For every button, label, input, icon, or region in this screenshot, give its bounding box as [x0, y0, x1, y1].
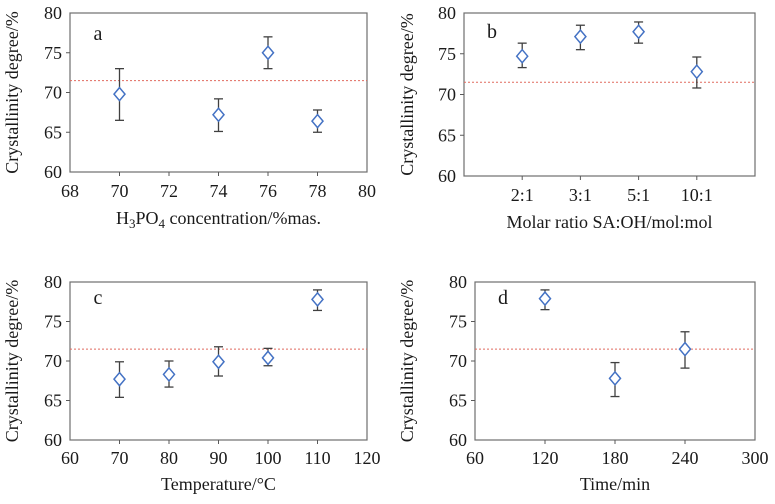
x-tick-label: 120 [532, 448, 559, 468]
y-tick-label: 75 [438, 44, 456, 64]
x-axis-title: Time/min [580, 474, 650, 494]
x-tick-label: 70 [111, 181, 129, 201]
data-point-marker [632, 24, 646, 40]
panel-b: 60 65 70 75 80 2:1 3:1 5:1 10:1 b Crystallinity de… [387, 0, 775, 250]
y-tick-label: 70 [449, 351, 467, 371]
panel-letter: d [498, 287, 508, 309]
panel-c: 60 65 70 75 80 60 70 80 90 100 110 120 c Crystallinit… [0, 250, 387, 504]
y-tick-label: 65 [449, 391, 467, 411]
x-tick-label: 72 [160, 181, 178, 201]
x-tick-label: 60 [466, 448, 484, 468]
x-tick-label: 180 [602, 448, 629, 468]
data-point-marker [212, 354, 225, 370]
x-tick-label: 10:1 [681, 185, 713, 205]
y-tick-label: 60 [44, 430, 62, 450]
y-tick-label: 60 [449, 430, 467, 450]
y-tick-label: 65 [44, 122, 62, 142]
x-tick-label: 2:1 [511, 185, 534, 205]
data-point-marker [113, 371, 126, 387]
y-tick-label: 65 [44, 391, 62, 411]
y-tick-label: 65 [438, 125, 456, 145]
y-tick-label: 75 [44, 43, 62, 63]
x-tick-label: 120 [354, 448, 381, 468]
y-tick-label: 75 [449, 312, 467, 332]
x-tick-label: 100 [255, 448, 282, 468]
panel-letter: c [94, 287, 103, 309]
data-point-marker [538, 290, 552, 307]
y-tick-label: 70 [438, 85, 456, 105]
x-tick-label: 74 [210, 181, 228, 201]
x-tick-label: 240 [672, 448, 699, 468]
x-tick-label: 78 [309, 181, 327, 201]
x-tick-label: 80 [160, 448, 178, 468]
y-tick-label: 60 [438, 166, 456, 186]
panel-a: 60 65 70 75 80 68 70 72 74 76 78 80 a Crystallinity d… [0, 0, 387, 250]
x-tick-label: 80 [358, 181, 376, 201]
y-tick-label: 60 [44, 162, 62, 182]
x-axis-title: Temperature/°C [161, 474, 276, 494]
panel-d-chart: 60 65 70 75 80 60 120 180 240 300 d Crystallinity d… [397, 272, 769, 494]
data-point-marker [261, 45, 275, 61]
plot-frame [463, 12, 756, 177]
y-axis-title: Crystallinity degree/% [397, 13, 417, 175]
y-tick-label: 80 [449, 272, 467, 292]
x-axis-title: H3PO4 concentration/%mas. [116, 208, 321, 231]
y-axis-title: Crystallinity degree/% [2, 11, 22, 173]
data-point-marker [311, 113, 324, 129]
y-tick-label: 80 [44, 3, 62, 23]
x-tick-label: 76 [259, 181, 277, 201]
data-point-marker [515, 48, 529, 64]
y-tick-label: 70 [44, 351, 62, 371]
data-point-marker [311, 291, 324, 308]
y-tick-label: 75 [44, 312, 62, 332]
data-point-marker [573, 28, 587, 45]
x-tick-label: 60 [61, 448, 79, 468]
x-tick-label: 68 [61, 181, 79, 201]
x-tick-label: 70 [111, 448, 129, 468]
y-tick-label: 80 [438, 3, 456, 23]
data-point-marker [678, 341, 692, 357]
panel-letter: a [94, 23, 103, 45]
panel-d: 60 65 70 75 80 60 120 180 240 300 d Crystallinity d… [387, 250, 775, 504]
data-point-marker [212, 107, 225, 123]
panel-b-chart: 60 65 70 75 80 2:1 3:1 5:1 10:1 b Crystallinity de… [397, 3, 756, 232]
panel-a-chart: 60 65 70 75 80 68 70 72 74 76 78 80 a Crystallinity d… [2, 3, 376, 231]
data-point-marker [690, 64, 704, 80]
data-point-marker [261, 350, 275, 366]
x-tick-label: 90 [210, 448, 228, 468]
data-point-marker [162, 366, 176, 383]
x-tick-label: 3:1 [569, 185, 592, 205]
x-tick-label: 110 [304, 448, 330, 468]
data-point-marker [113, 86, 126, 102]
y-tick-label: 70 [44, 83, 62, 103]
x-tick-label: 5:1 [627, 185, 650, 205]
panel-c-chart: 60 65 70 75 80 60 70 80 90 100 110 120 c Crystallinit… [2, 272, 381, 494]
panel-letter: b [487, 21, 497, 43]
x-axis-title: Molar ratio SA:OH/mol:mol [507, 212, 713, 232]
y-axis-title: Crystallinity degree/% [397, 280, 417, 442]
y-tick-label: 80 [44, 272, 62, 292]
plot-frame [474, 281, 756, 441]
y-axis-title: Crystallinity degree/% [2, 280, 22, 442]
x-tick-label: 300 [742, 448, 769, 468]
data-point-marker [608, 370, 622, 387]
